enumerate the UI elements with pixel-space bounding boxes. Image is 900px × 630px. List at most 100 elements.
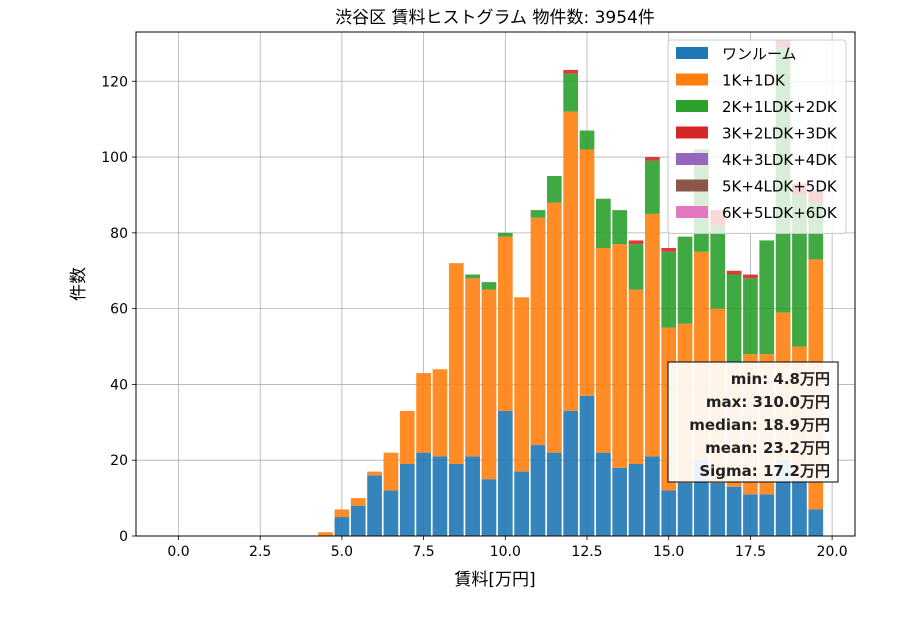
histogram-bar — [432, 456, 448, 536]
histogram-bar — [334, 517, 350, 536]
histogram-bar — [334, 509, 350, 518]
histogram-bar — [726, 486, 742, 536]
legend-label: 2K+1LDK+2DK — [722, 98, 838, 116]
stats-box: min: 4.8万円 max: 310.0万円 median: 18.9万円 mean… — [667, 361, 839, 483]
legend-swatch — [676, 47, 708, 59]
histogram-bar — [416, 452, 431, 536]
histogram-bar — [579, 395, 595, 536]
y-tick-label: 120 — [101, 74, 128, 90]
histogram-bar — [563, 410, 579, 536]
histogram-bar — [628, 289, 644, 464]
y-tick-label: 40 — [110, 377, 128, 393]
stats-frame — [667, 361, 839, 483]
histogram-bar — [481, 479, 497, 536]
histogram-bar — [661, 248, 677, 252]
histogram-bar — [563, 111, 579, 411]
histogram-bar — [383, 452, 399, 491]
histogram-bar — [530, 210, 546, 218]
histogram-bar — [350, 505, 366, 536]
histogram-bar — [710, 225, 726, 309]
histogram-bar — [612, 467, 628, 536]
y-tick-label: 80 — [110, 226, 128, 242]
x-tick-label: 7.5 — [412, 544, 434, 560]
chart-title: 渋谷区 賃料ヒストグラム 物件数: 3954件 — [335, 8, 655, 28]
histogram-bar — [743, 274, 758, 279]
histogram-bar — [628, 244, 644, 290]
histogram-bar — [530, 445, 546, 536]
histogram-bar — [808, 509, 824, 536]
histogram-bar — [481, 282, 497, 290]
plot-frame — [135, 31, 856, 537]
legend-swatch — [676, 153, 708, 165]
x-tick-label: 2.5 — [249, 544, 271, 560]
histogram-bar — [546, 452, 562, 536]
histogram-bar — [710, 482, 726, 536]
histogram-bar — [726, 274, 742, 366]
x-axis-label: 賃料[万円] — [454, 570, 535, 590]
legend: ワンルーム 1K+1DK 2K+1LDK+2DK 3K+2LDK+3DK 4K+3LDK… — [667, 39, 847, 234]
histogram-bar — [481, 289, 497, 480]
histogram-bar — [579, 149, 595, 396]
histogram-bar — [563, 69, 579, 74]
histogram-bar — [399, 410, 415, 464]
y-tick-label: 100 — [101, 150, 128, 166]
histogram-bar — [465, 274, 480, 279]
histogram-bar — [514, 471, 529, 536]
y-tick-label: 0 — [119, 529, 128, 545]
histogram-bar — [579, 130, 595, 150]
histogram-bar — [645, 157, 660, 161]
legend-label: 3K+2LDK+3DK — [722, 125, 838, 143]
legend-swatch — [676, 126, 708, 139]
legend-label: 6K+5LDK+6DK — [722, 204, 838, 222]
histogram-bar — [645, 456, 660, 536]
histogram-bar — [448, 263, 464, 464]
histogram-bar — [759, 494, 775, 536]
y-axis-label: 件数 — [69, 267, 89, 301]
histogram-bar — [612, 244, 628, 468]
x-tick-label: 5.0 — [331, 544, 353, 560]
histogram-bar — [677, 482, 693, 536]
histogram-bar — [612, 210, 628, 245]
histogram-bar — [595, 198, 611, 248]
histogram-bar — [367, 471, 382, 476]
histogram-bar — [399, 464, 415, 536]
histogram-bar — [792, 479, 807, 536]
x-tick-label: 10.0 — [490, 544, 521, 560]
histogram-bar — [743, 278, 758, 355]
histogram-bar — [383, 490, 399, 536]
histogram-bar — [497, 236, 513, 411]
ticks: 0.0 2.5 5.0 7.5 10.0 12.5 15.0 17.5 20.0 0 20 40 60 8… — [101, 74, 847, 560]
histogram-bar — [546, 176, 562, 203]
stats-line: median: 18.9万円 — [689, 416, 830, 434]
histogram-bar — [661, 490, 677, 536]
legend-swatch — [676, 73, 708, 86]
histogram-bar — [661, 251, 677, 328]
histogram-bar — [595, 452, 611, 536]
legend-label: 4K+3LDK+4DK — [722, 151, 838, 169]
stats-line: max: 310.0万円 — [706, 393, 830, 411]
histogram-bar — [628, 240, 644, 245]
x-tick-label: 17.5 — [735, 544, 766, 560]
y-tick-label: 20 — [110, 453, 128, 469]
legend-swatch — [676, 100, 708, 112]
legend-swatch — [676, 179, 708, 192]
stats-line: Sigma: 17.2万円 — [699, 462, 830, 480]
histogram-bar — [318, 532, 333, 536]
histogram-bar — [677, 236, 693, 324]
histogram-bar — [432, 369, 448, 457]
stats-line: mean: 23.2万円 — [705, 439, 830, 457]
legend-label: 1K+1DK — [722, 72, 786, 90]
histogram-bar — [497, 232, 513, 237]
legend-label: 5K+4LDK+5DK — [722, 178, 838, 196]
histogram-bar — [743, 494, 758, 536]
x-tick-label: 12.5 — [571, 544, 602, 560]
x-tick-label: 0.0 — [167, 544, 189, 560]
histogram-bar — [628, 464, 644, 536]
x-tick-label: 15.0 — [653, 544, 684, 560]
legend-swatch — [676, 206, 708, 218]
histogram-bar — [563, 73, 579, 112]
histogram-bar — [546, 202, 562, 453]
histogram-bar — [726, 270, 742, 275]
histogram-bar — [465, 278, 480, 457]
